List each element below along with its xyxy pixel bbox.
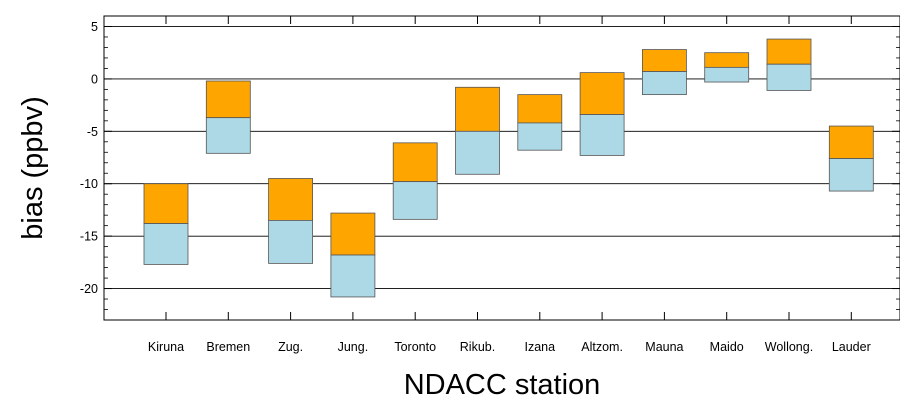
x-tick-label: Maido [710, 340, 744, 354]
y-tick-label: -10 [80, 177, 98, 191]
y-tick-label: 0 [91, 72, 98, 86]
bar-series1-zug [268, 178, 314, 221]
bar-series2-altzom [579, 114, 625, 156]
y-tick-label: -5 [87, 125, 98, 139]
bar-series1-mauna [642, 49, 687, 72]
bar-series1-maido [704, 52, 750, 68]
bar-series2-wollong [766, 63, 812, 91]
bar-series2-zug [268, 220, 314, 264]
bar-series1-kiruna [143, 183, 189, 224]
bar-series1-jung [330, 212, 376, 256]
bar-series1-izana [517, 94, 563, 124]
bar-series2-mauna [642, 71, 687, 96]
bar-series1-lauder [828, 125, 874, 159]
x-tick-label: Altzom. [581, 340, 623, 354]
x-tick-label: Wollong. [765, 340, 813, 354]
x-tick-label: Bremen [206, 340, 250, 354]
x-tick-label: Mauna [645, 340, 683, 354]
axis-ticks [104, 15, 900, 321]
x-tick-label: Toronto [394, 340, 436, 354]
y-tick-label: -15 [80, 230, 98, 244]
bar-series2-kiruna [143, 223, 189, 265]
bar-series1-rikub [455, 86, 500, 132]
bar-series2-bremen [205, 117, 251, 154]
bar-series1-toronto [392, 142, 438, 183]
bar-series1-bremen [205, 80, 251, 119]
bar-series2-rikub [455, 130, 500, 175]
y-tick-label: 5 [91, 20, 98, 34]
bar-series2-toronto [392, 181, 438, 220]
x-tick-label: Kiruna [148, 340, 184, 354]
bar-series1-altzom [579, 72, 625, 115]
y-tick-label: -20 [80, 282, 98, 296]
x-tick-label: Zug. [278, 340, 303, 354]
bar-series2-jung [330, 254, 376, 298]
tick-labels: 5 0 -5 -10 -15 -20 Kiruna Bremen Zug. Jung. Toront… [80, 20, 871, 354]
bar-series2-lauder [828, 158, 874, 192]
y-axis-title: bias (ppbv) [17, 96, 49, 239]
bar-series1-wollong [766, 38, 812, 65]
x-tick-label: Rikub. [460, 340, 495, 354]
x-tick-label: Lauder [832, 340, 871, 354]
x-tick-label: Jung. [338, 340, 369, 354]
x-tick-label: Izana [525, 340, 556, 354]
bar-series2-izana [517, 122, 563, 151]
x-axis-title: NDACC station [404, 369, 601, 400]
plot-frame [103, 15, 900, 321]
bar-series2-maido [704, 66, 750, 83]
bars [143, 38, 874, 298]
